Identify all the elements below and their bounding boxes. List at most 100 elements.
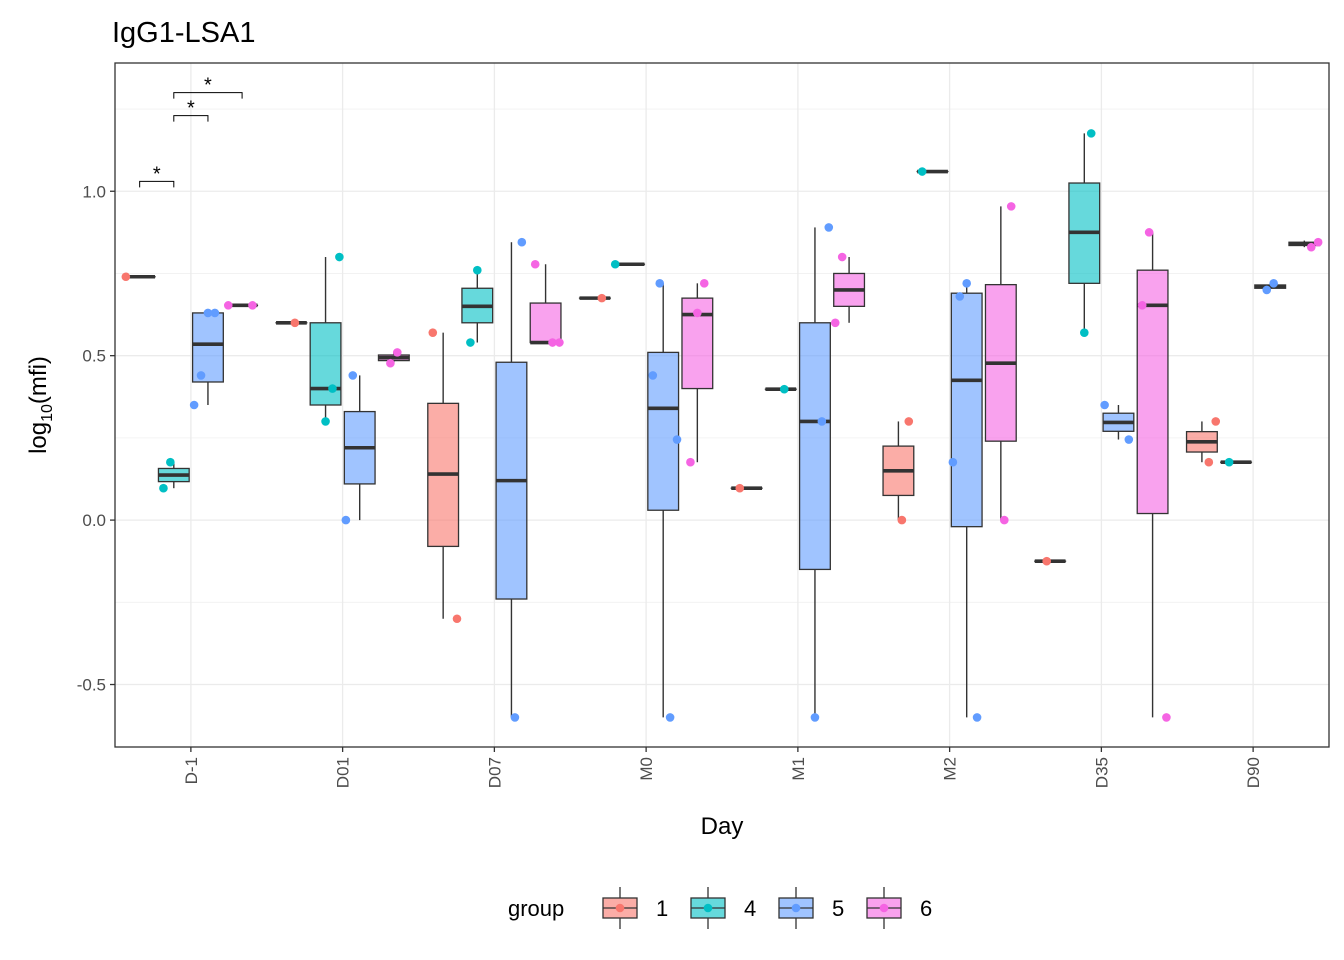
- data-point-1-d90: [1211, 417, 1221, 426]
- data-point-6-d-1: [223, 301, 233, 310]
- data-point-1-d07: [428, 328, 438, 337]
- box-group-5-m1: [798, 227, 831, 718]
- box-iqr: [798, 322, 831, 571]
- box-group-5-d07: [495, 242, 528, 718]
- legend-label-6: 6: [920, 896, 932, 921]
- box-group-4-d01: [309, 257, 342, 422]
- legend-key-point: [703, 903, 713, 913]
- significance-bracket: *: [173, 98, 209, 122]
- data-point-4-d07: [466, 338, 475, 347]
- box-group-6-m2: [984, 206, 1017, 521]
- data-point-5-d01: [341, 515, 351, 525]
- data-point-1-d07: [452, 614, 462, 624]
- box-iqr: [950, 292, 983, 528]
- data-point-5-m0: [672, 435, 682, 444]
- chart-title: IgG1-LSA1: [112, 17, 255, 49]
- data-point-6-d35: [1162, 713, 1171, 722]
- box-group-1-m2: [882, 421, 915, 521]
- data-point-4-d07: [473, 265, 482, 275]
- data-point-4-d01: [328, 384, 337, 393]
- data-point-1-m0: [597, 293, 607, 303]
- data-point-4-m1: [779, 384, 789, 394]
- data-point-5-d07: [517, 237, 527, 247]
- x-axis: D-1 D01 D07 M0 M1 M2 D35 D90: [182, 747, 1263, 788]
- data-point-5-m2: [955, 292, 965, 301]
- data-point-5-m0: [665, 713, 675, 722]
- x-tick-label-d07: D07: [485, 757, 504, 788]
- box-group-5-m2: [950, 283, 983, 718]
- data-point-4-d90: [1224, 457, 1234, 467]
- legend-item-1: 1: [602, 887, 668, 929]
- data-point-5-m0: [655, 279, 665, 288]
- data-point-6-m0: [693, 308, 702, 318]
- y-axis-title-subscript: 10: [39, 404, 56, 422]
- bracket-line: [139, 180, 175, 188]
- points-layer: [121, 129, 1323, 722]
- data-point-6-m2: [999, 515, 1009, 525]
- significance-bracket: *: [139, 163, 175, 188]
- legend-label-4: 4: [744, 896, 756, 921]
- x-tick-label-d35: D35: [1092, 757, 1111, 788]
- legend-item-6: 6: [866, 887, 932, 929]
- data-point-6-d07: [530, 259, 540, 269]
- legend-label-1: 1: [656, 896, 668, 921]
- data-point-4-d35: [1086, 129, 1096, 138]
- box-group-4-d-1: [157, 462, 190, 489]
- data-point-6-d07: [548, 338, 557, 347]
- x-tick-label-d01: D01: [334, 757, 353, 788]
- legend-item-4: 4: [690, 887, 756, 929]
- data-point-5-d35: [1100, 400, 1109, 410]
- boxes-layer: [123, 133, 1321, 718]
- bracket-line: [173, 92, 243, 99]
- data-point-5-d07: [510, 713, 520, 722]
- data-point-5-m1: [817, 417, 827, 426]
- significance-annotations: * * *: [139, 75, 243, 188]
- y-tick-label: -0.5: [77, 676, 106, 695]
- x-tick-label-m1: M1: [789, 757, 808, 781]
- x-tick-label-d-1: D-1: [182, 757, 201, 784]
- significance-bracket: *: [173, 75, 243, 99]
- data-point-6-m1: [837, 252, 847, 262]
- legend-key-point: [879, 903, 889, 913]
- x-tick-label-m0: M0: [637, 757, 656, 781]
- data-point-1-d90: [1204, 457, 1214, 467]
- box-group-4-d35: [1068, 133, 1101, 333]
- data-point-6-d01: [392, 348, 402, 357]
- data-point-1-m2: [904, 417, 914, 426]
- y-tick-label: 0.0: [82, 511, 106, 530]
- box-iqr: [529, 302, 562, 344]
- data-point-5-d-1: [196, 371, 206, 380]
- data-point-5-d-1: [203, 308, 213, 318]
- data-point-4-d35: [1080, 328, 1089, 337]
- legend: group 1 4 5 6: [508, 887, 932, 929]
- data-point-5-d90: [1262, 285, 1272, 295]
- data-point-5-d35: [1124, 435, 1134, 444]
- data-point-5-m2: [948, 457, 958, 467]
- data-point-1-d35: [1042, 556, 1052, 566]
- box-group-1-d07: [427, 332, 460, 619]
- significance-label: *: [204, 75, 212, 97]
- data-point-4-d01: [321, 417, 330, 426]
- data-point-1-d01: [290, 318, 300, 328]
- box-iqr: [309, 322, 342, 406]
- box-group-5-d-1: [191, 312, 224, 405]
- data-point-5-m0: [648, 371, 658, 380]
- data-point-5-m2: [962, 279, 971, 288]
- y-axis-title: log10(mfi): [25, 356, 56, 454]
- data-point-6-d-1: [248, 301, 257, 310]
- x-tick-label-d90: D90: [1244, 757, 1263, 788]
- y-axis-title-rest: (mfi): [25, 356, 52, 404]
- data-point-6-d07: [555, 338, 564, 347]
- x-tick-label-m2: M2: [941, 757, 960, 781]
- data-point-6-d90: [1306, 242, 1316, 252]
- data-point-4-m0: [610, 259, 620, 269]
- data-point-4-d01: [335, 252, 344, 262]
- data-point-6-m2: [1006, 202, 1016, 211]
- legend-title: group: [508, 896, 564, 921]
- data-point-6-d35: [1137, 301, 1147, 310]
- x-axis-title: Day: [701, 813, 744, 840]
- plot-panel-border: [114, 62, 1330, 748]
- data-point-5-d90: [1269, 279, 1278, 288]
- data-point-4-d-1: [159, 483, 168, 493]
